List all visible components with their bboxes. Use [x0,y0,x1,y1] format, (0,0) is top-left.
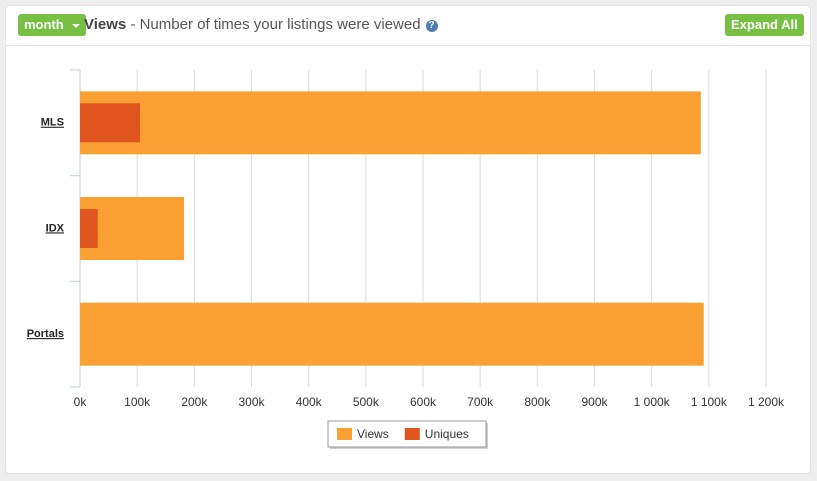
x-tick-label: 1 200k [748,395,785,409]
x-tick-label: 300k [238,395,265,409]
x-tick-label: 800k [524,395,551,409]
help-icon[interactable]: ? [425,20,438,32]
title: Views [84,16,127,33]
category-label[interactable]: IDX [46,222,65,234]
subtitle: - Number of times your listings were vie… [130,16,421,33]
period-dropdown[interactable]: month [18,14,86,36]
caret [72,24,80,28]
bar [80,103,141,143]
header-title: Views - Number of times your listings we… [84,16,438,33]
x-tick-label: 0k [74,395,88,409]
bar [80,91,701,155]
x-tick-label: 200k [181,395,208,409]
category-label[interactable]: Portals [27,328,64,340]
legend-label[interactable]: Views [357,427,389,441]
bar [80,302,704,366]
legend-swatch [337,428,352,440]
period-label: month [24,17,64,32]
legend-label[interactable]: Uniques [425,427,469,441]
legend-swatch [404,428,420,440]
category-label[interactable]: MLS [41,117,64,129]
x-tick-label: 900k [581,395,608,409]
header-divider [5,45,811,46]
x-tick-label: 400k [296,395,323,409]
bar [80,209,98,248]
x-tick-label: 100k [124,395,151,409]
x-tick-label: 600k [410,395,437,409]
x-tick-label: 1 000k [634,395,671,409]
x-tick-label: 1 100k [691,395,728,409]
expand-all-button[interactable]: Expand All [725,14,804,36]
x-tick-label: 700k [467,395,494,409]
x-tick-label: 500k [353,395,380,409]
